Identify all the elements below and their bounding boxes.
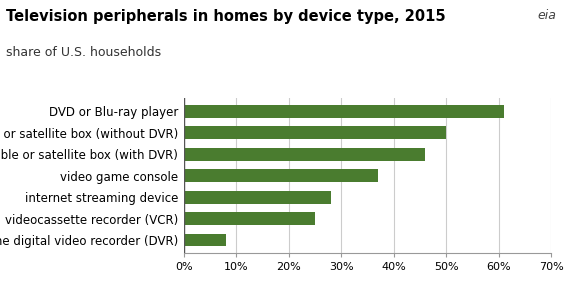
Bar <box>184 148 425 161</box>
Text: share of U.S. households: share of U.S. households <box>6 46 161 59</box>
Text: Television peripherals in homes by device type, 2015: Television peripherals in homes by devic… <box>6 9 445 24</box>
Bar <box>184 212 315 225</box>
Bar <box>184 234 226 246</box>
Bar <box>184 126 446 139</box>
Bar <box>184 169 378 182</box>
Text: eia: eia <box>538 9 557 22</box>
Bar <box>184 191 331 204</box>
Bar <box>184 105 504 118</box>
